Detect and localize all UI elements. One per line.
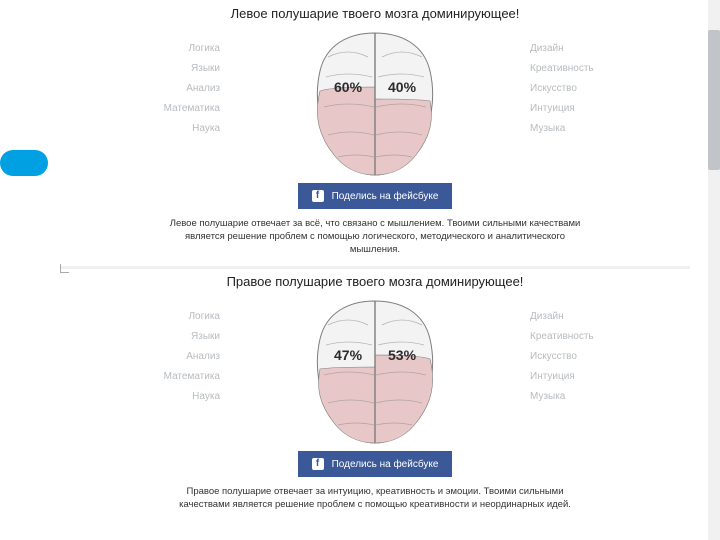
result-panel-right-dominant: Правое полушарие твоего мозга доминирующ… — [60, 272, 690, 536]
panel-title: Левое полушарие твоего мозга доминирующе… — [60, 6, 690, 21]
trait-item: Дизайн — [530, 39, 610, 59]
left-traits-list: Логика Языки Анализ Математика Наука — [140, 39, 220, 139]
trait-item: Языки — [140, 59, 220, 79]
trait-item: Наука — [140, 387, 220, 407]
brain-illustration — [308, 27, 442, 177]
result-description: Левое полушарие отвечает за всё, что свя… — [160, 217, 590, 256]
panel-title: Правое полушарие твоего мозга доминирующ… — [60, 274, 690, 289]
trait-item: Математика — [140, 99, 220, 119]
brain-stage: Логика Языки Анализ Математика Наука Диз… — [60, 27, 690, 177]
trait-item: Музыка — [530, 387, 610, 407]
presentation-accent-pill — [0, 150, 48, 176]
trait-item: Логика — [140, 39, 220, 59]
trait-item: Логика — [140, 307, 220, 327]
left-hemisphere-percentage: 47% — [334, 347, 362, 363]
brain-illustration — [308, 295, 442, 445]
result-panel-left-dominant: Левое полушарие твоего мозга доминирующе… — [60, 4, 690, 262]
trait-item: Интуиция — [530, 99, 610, 119]
right-traits-list: Дизайн Креативность Искусство Интуиция М… — [530, 39, 610, 139]
brain-stage: Логика Языки Анализ Математика Наука Диз… — [60, 295, 690, 445]
trait-item: Анализ — [140, 347, 220, 367]
scrollbar-track[interactable] — [708, 0, 720, 540]
trait-item: Креативность — [530, 59, 610, 79]
trait-item: Искусство — [530, 79, 610, 99]
facebook-icon: f — [312, 458, 324, 470]
share-facebook-button[interactable]: f Поделись на фейсбуке — [298, 183, 453, 209]
trait-item: Математика — [140, 367, 220, 387]
left-hemisphere-percentage: 60% — [334, 79, 362, 95]
trait-item: Интуиция — [530, 367, 610, 387]
trait-item: Наука — [140, 119, 220, 139]
result-description: Правое полушарие отвечает за интуицию, к… — [160, 485, 590, 511]
trait-item: Музыка — [530, 119, 610, 139]
right-hemisphere-percentage: 40% — [388, 79, 416, 95]
trait-item: Анализ — [140, 79, 220, 99]
screenshot-divider — [60, 266, 690, 269]
share-button-label: Поделись на фейсбуке — [332, 459, 439, 470]
share-button-label: Поделись на фейсбуке — [332, 191, 439, 202]
right-hemisphere-percentage: 53% — [388, 347, 416, 363]
trait-item: Языки — [140, 327, 220, 347]
facebook-icon: f — [312, 190, 324, 202]
share-facebook-button[interactable]: f Поделись на фейсбуке — [298, 451, 453, 477]
scrollbar-thumb[interactable] — [708, 30, 720, 170]
trait-item: Дизайн — [530, 307, 610, 327]
right-traits-list: Дизайн Креативность Искусство Интуиция М… — [530, 307, 610, 407]
trait-item: Искусство — [530, 347, 610, 367]
left-traits-list: Логика Языки Анализ Математика Наука — [140, 307, 220, 407]
trait-item: Креативность — [530, 327, 610, 347]
